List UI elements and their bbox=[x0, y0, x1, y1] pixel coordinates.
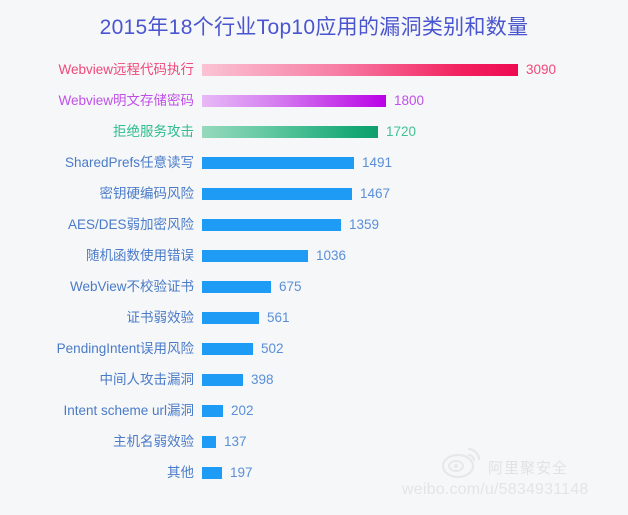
bar-track bbox=[202, 467, 222, 479]
bar-track bbox=[202, 64, 518, 76]
bar bbox=[202, 64, 518, 76]
bar-track bbox=[202, 436, 216, 448]
bar-track bbox=[202, 95, 386, 107]
chart-row: 其他 197 bbox=[0, 463, 628, 494]
bar-track bbox=[202, 126, 378, 138]
bar-value-label: 675 bbox=[279, 279, 302, 294]
chart-row: PendingIntent误用风险 502 bbox=[0, 339, 628, 370]
chart-title: 2015年18个行业Top10应用的漏洞类别和数量 bbox=[99, 16, 529, 39]
bar bbox=[202, 157, 354, 169]
category-label: Intent scheme url漏洞 bbox=[63, 403, 194, 418]
chart-row: 随机函数使用错误 1036 bbox=[0, 246, 628, 277]
chart-row: 中间人攻击漏洞 398 bbox=[0, 370, 628, 401]
bar-value-label: 561 bbox=[267, 310, 290, 325]
category-label: 拒绝服务攻击 bbox=[113, 124, 194, 139]
bar bbox=[202, 219, 341, 231]
bar-value-label: 502 bbox=[261, 341, 284, 356]
bar-track bbox=[202, 157, 354, 169]
bar-value-label: 398 bbox=[251, 372, 274, 387]
chart-row: Intent scheme url漏洞 202 bbox=[0, 401, 628, 432]
category-label: WebView不校验证书 bbox=[69, 279, 194, 294]
category-label: 中间人攻击漏洞 bbox=[99, 372, 195, 387]
category-label: PendingIntent误用风险 bbox=[56, 341, 194, 356]
bar-track bbox=[202, 343, 253, 355]
category-label: 证书弱效验 bbox=[126, 310, 195, 325]
category-label: 其他 bbox=[167, 465, 194, 480]
bar-value-label: 1720 bbox=[386, 124, 417, 139]
bar-value-label: 202 bbox=[231, 403, 254, 418]
bar bbox=[202, 436, 216, 448]
bar-track bbox=[202, 405, 223, 417]
bar-track bbox=[202, 281, 271, 293]
bar bbox=[202, 374, 243, 386]
bar-value-label: 1491 bbox=[362, 155, 393, 170]
chart-row: WebView不校验证书 675 bbox=[0, 277, 628, 308]
category-label: 主机名弱效验 bbox=[113, 434, 194, 449]
chart-row: 密钥硬编码风险 1467 bbox=[0, 184, 628, 215]
bar bbox=[202, 250, 308, 262]
bar bbox=[202, 188, 352, 200]
bar-track bbox=[202, 188, 352, 200]
category-label: Webview明文存储密码 bbox=[58, 93, 194, 108]
category-label: SharedPrefs任意读写 bbox=[64, 155, 194, 170]
bar-track bbox=[202, 219, 341, 231]
chart-row: Webview明文存储密码 1800 bbox=[0, 91, 628, 122]
chart-row: 拒绝服务攻击 1720 bbox=[0, 122, 628, 153]
bar bbox=[202, 281, 271, 293]
bar bbox=[202, 405, 223, 417]
bar-value-label: 137 bbox=[224, 434, 247, 449]
bar-value-label: 197 bbox=[230, 465, 253, 480]
category-label: 密钥硬编码风险 bbox=[99, 186, 195, 201]
bar-value-label: 3090 bbox=[526, 62, 557, 77]
bar bbox=[202, 343, 253, 355]
category-label: AES/DES弱加密风险 bbox=[67, 217, 194, 232]
bar-value-label: 1359 bbox=[349, 217, 380, 232]
chart-row: Webview远程代码执行 3090 bbox=[0, 60, 628, 91]
bar-value-label: 1800 bbox=[394, 93, 425, 108]
bar-track bbox=[202, 250, 308, 262]
bar-value-label: 1467 bbox=[360, 186, 391, 201]
chart-row: 证书弱效验 561 bbox=[0, 308, 628, 339]
chart-row: SharedPrefs任意读写 1491 bbox=[0, 153, 628, 184]
bar-track bbox=[202, 312, 259, 324]
category-label: 随机函数使用错误 bbox=[86, 248, 194, 263]
chart-row: 主机名弱效验 137 bbox=[0, 432, 628, 463]
bar-track bbox=[202, 374, 243, 386]
bar bbox=[202, 312, 259, 324]
bar bbox=[202, 467, 222, 479]
bar-value-label: 1036 bbox=[316, 248, 347, 263]
bar bbox=[202, 95, 386, 107]
bar bbox=[202, 126, 378, 138]
category-label: Webview远程代码执行 bbox=[58, 62, 194, 77]
chart-row: AES/DES弱加密风险 1359 bbox=[0, 215, 628, 246]
